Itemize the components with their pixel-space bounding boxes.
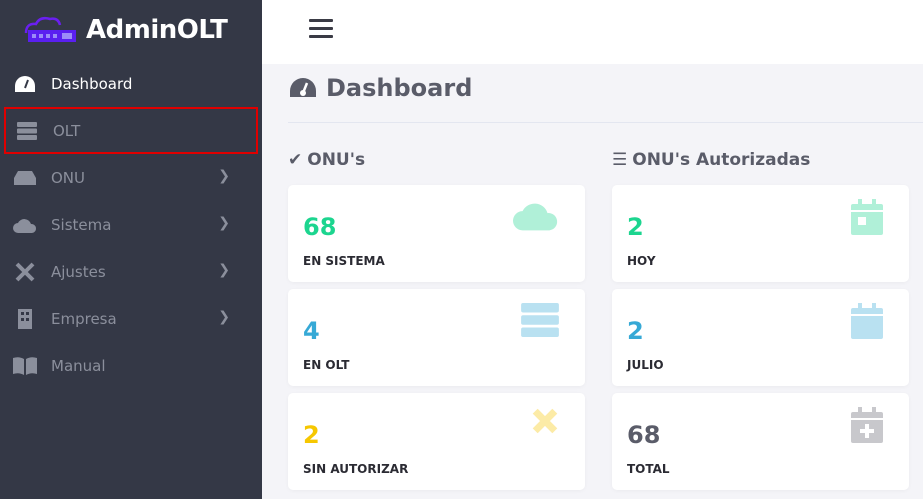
topbar bbox=[262, 0, 923, 64]
stat-label: SIN AUTORIZAR bbox=[303, 462, 409, 476]
chevron-right-icon: ❯ bbox=[218, 168, 230, 184]
divider bbox=[288, 122, 923, 123]
stat-value: 2 bbox=[303, 421, 320, 449]
chevron-right-icon: ❯ bbox=[218, 309, 230, 325]
sidebar: AdminOLT Dashboard OLT ONU ❯ Sistema ❯ Ajustes… bbox=[0, 0, 262, 499]
hdd-icon bbox=[13, 168, 37, 188]
list-ol-icon: ☰ bbox=[612, 150, 628, 170]
tachometer-icon bbox=[290, 78, 316, 97]
stat-label: EN OLT bbox=[303, 358, 350, 372]
sidebar-item-label: OLT bbox=[53, 121, 81, 140]
stat-card-sin-autorizar: 2 SIN AUTORIZAR bbox=[288, 393, 585, 490]
stat-value: 2 bbox=[627, 317, 644, 345]
menu-toggle-button[interactable] bbox=[309, 19, 333, 43]
tachometer-icon bbox=[13, 74, 37, 94]
stat-value: 68 bbox=[303, 213, 337, 241]
stat-value: 4 bbox=[303, 317, 320, 345]
stat-card-total: 68 TOTAL bbox=[612, 393, 909, 490]
server-icon bbox=[521, 303, 559, 341]
sidebar-item-manual[interactable]: Manual bbox=[4, 342, 258, 389]
calendar-icon bbox=[851, 303, 883, 343]
page-title-text: Dashboard bbox=[326, 74, 473, 102]
stat-value: 68 bbox=[627, 421, 661, 449]
book-icon bbox=[13, 356, 37, 376]
sidebar-item-dashboard[interactable]: Dashboard bbox=[4, 60, 258, 107]
stat-label: JULIO bbox=[627, 358, 664, 372]
building-icon bbox=[13, 308, 37, 329]
sidebar-item-label: Empresa bbox=[51, 309, 117, 328]
olt-logo-icon bbox=[24, 16, 76, 42]
calendar-plus-icon bbox=[851, 407, 883, 447]
stat-value: 2 bbox=[627, 213, 644, 241]
chevron-right-icon: ❯ bbox=[218, 215, 230, 231]
sidebar-item-empresa[interactable]: Empresa ❯ bbox=[4, 295, 258, 342]
chevron-right-icon: ❯ bbox=[218, 262, 230, 278]
cloud-icon bbox=[13, 215, 37, 235]
autorizadas-section-title: ☰ ONU's Autorizadas bbox=[612, 150, 811, 170]
tools-icon bbox=[13, 262, 37, 282]
times-icon bbox=[531, 407, 559, 439]
stat-card-en-sistema: 68 EN SISTEMA bbox=[288, 185, 585, 282]
brand[interactable]: AdminOLT bbox=[0, 0, 262, 60]
stat-label: EN SISTEMA bbox=[303, 254, 385, 268]
sidebar-item-onu[interactable]: ONU ❯ bbox=[4, 154, 258, 201]
sidebar-item-label: ONU bbox=[51, 168, 86, 187]
server-icon bbox=[15, 121, 39, 141]
calendar-day-icon bbox=[851, 199, 883, 239]
onus-section-title: ✔ ONU's bbox=[288, 150, 366, 170]
sidebar-item-label: Dashboard bbox=[51, 74, 133, 93]
sidebar-item-ajustes[interactable]: Ajustes ❯ bbox=[4, 248, 258, 295]
check-icon: ✔ bbox=[288, 150, 303, 170]
sidebar-item-label: Ajustes bbox=[51, 262, 106, 281]
stat-card-julio: 2 JULIO bbox=[612, 289, 909, 386]
stat-label: TOTAL bbox=[627, 462, 670, 476]
stat-card-en-olt: 4 EN OLT bbox=[288, 289, 585, 386]
sidebar-item-label: Sistema bbox=[51, 215, 112, 234]
cloud-icon bbox=[513, 199, 559, 235]
page-title: Dashboard bbox=[288, 74, 472, 102]
stat-card-hoy: 2 HOY bbox=[612, 185, 909, 282]
sidebar-item-sistema[interactable]: Sistema ❯ bbox=[4, 201, 258, 248]
brand-name: AdminOLT bbox=[86, 15, 228, 45]
stat-label: HOY bbox=[627, 254, 656, 268]
sidebar-item-olt[interactable]: OLT bbox=[4, 107, 258, 154]
sidebar-item-label: Manual bbox=[51, 356, 106, 375]
